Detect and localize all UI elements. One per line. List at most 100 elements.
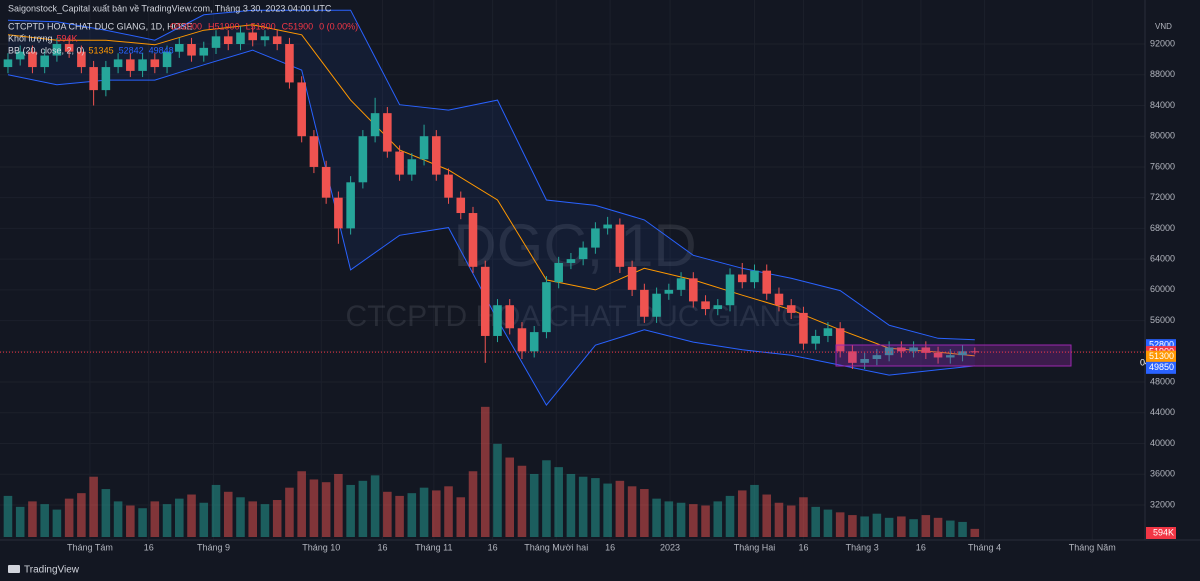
volume-bar	[554, 467, 563, 537]
candle-body	[493, 305, 502, 336]
volume-bar	[309, 479, 319, 537]
volume-bar	[603, 483, 612, 537]
candle-body	[848, 351, 857, 363]
candle-body	[627, 266, 637, 290]
watermark: CTCPTD HOA CHAT DUC GIANG	[346, 300, 805, 333]
x-tick-label: 16	[916, 542, 926, 552]
candle-body	[407, 159, 417, 175]
volume-bar	[970, 528, 980, 537]
candle-body	[64, 44, 74, 52]
candle-body	[456, 197, 466, 214]
volume-bar	[664, 501, 674, 537]
candle-body	[652, 293, 661, 317]
candle-body	[187, 44, 196, 56]
x-tick-label: Tháng 10	[302, 542, 340, 552]
volume-bar	[725, 495, 735, 537]
ohlc-value: 0 (0.00%)	[319, 21, 358, 31]
candle-body	[101, 67, 111, 91]
candle-body	[578, 247, 588, 260]
volume-bar	[933, 517, 943, 537]
candle-body	[126, 59, 135, 71]
volume-title: Khối lượng	[8, 33, 52, 43]
ohlc-value: O52000	[170, 21, 202, 31]
y-tick-label: 64000	[1150, 254, 1175, 264]
volume-bar	[762, 494, 772, 537]
candle-body	[872, 355, 882, 360]
bb-upper	[7, 9, 975, 341]
candle-body	[444, 174, 453, 198]
volume-bar	[150, 501, 160, 537]
volume-bar	[456, 497, 466, 537]
volume-bar	[444, 486, 453, 537]
bb-title: BB (20, close, 2, 0)	[8, 45, 85, 55]
candle-body	[860, 359, 869, 363]
volume-bar	[126, 505, 135, 537]
x-tick-label: Tháng Tám	[67, 542, 113, 552]
candle-body	[77, 51, 86, 68]
volume-bar	[248, 501, 258, 537]
price-label-bg	[1146, 350, 1176, 363]
volume-bar	[627, 486, 637, 537]
candle-body	[285, 44, 294, 83]
publisher: Saigonstock_Capital xuất bản về TradingV…	[8, 3, 332, 13]
x-tick-label: Tháng 4	[968, 542, 1001, 552]
candle-body	[897, 347, 906, 352]
candle-body	[811, 335, 820, 344]
price-label: 49850	[1149, 362, 1174, 372]
x-tick-label: 16	[144, 542, 154, 552]
volume-bar	[517, 465, 527, 537]
volume-bar	[480, 406, 490, 537]
ohlc-value: C51900	[282, 21, 314, 31]
candle-body	[799, 312, 808, 344]
y-tick-label: 48000	[1150, 376, 1175, 386]
candle-body	[432, 136, 441, 175]
candle-body	[297, 82, 306, 137]
candle-body	[89, 67, 98, 91]
volume-bar	[175, 498, 184, 537]
candle-body	[762, 270, 772, 294]
volume-bar	[432, 490, 441, 537]
volume-bar	[676, 502, 686, 537]
volume-bar	[811, 506, 820, 537]
candle-body	[15, 51, 25, 60]
volume-bar	[529, 473, 539, 537]
candle-body	[554, 262, 563, 283]
volume-bar	[921, 515, 931, 537]
candle-body	[701, 301, 710, 310]
candle-body	[113, 59, 123, 68]
ohlc-value: H51900	[208, 21, 240, 31]
x-tick-label: Tháng Mười hai	[524, 542, 588, 552]
candle-body	[884, 347, 894, 356]
brand: TradingView	[24, 565, 80, 576]
volume-bar	[77, 493, 86, 537]
x-tick-label: 2023	[660, 542, 680, 552]
volume-bar	[799, 497, 808, 537]
candle-body	[946, 355, 955, 358]
volume-bar	[187, 494, 196, 537]
volume-bar	[113, 501, 123, 537]
volume-bar	[493, 443, 502, 537]
volume-bar	[774, 502, 784, 537]
candle-body	[517, 328, 527, 352]
y-tick-label: 80000	[1150, 131, 1175, 141]
ohlc-value: L51800	[246, 21, 276, 31]
y-tick-label: 88000	[1150, 69, 1175, 79]
volume-bar	[260, 504, 270, 537]
volume-bar	[750, 484, 759, 537]
candle-body	[138, 59, 147, 71]
candle-body	[615, 224, 625, 267]
volume-value: 594K	[56, 33, 77, 43]
candle-body	[958, 351, 967, 356]
volume-bar	[909, 519, 918, 537]
volume-bar	[848, 515, 857, 537]
price-label-bg	[1146, 361, 1176, 374]
candle-body	[334, 197, 343, 229]
volume-bar	[370, 475, 380, 537]
volume-bar	[297, 471, 306, 537]
y-tick-label: 36000	[1150, 469, 1175, 479]
bb-middle	[7, 24, 975, 357]
volume-bar	[3, 495, 13, 537]
volume-bar	[223, 491, 233, 537]
volume-bar	[15, 506, 25, 537]
volume-bar	[407, 493, 417, 537]
